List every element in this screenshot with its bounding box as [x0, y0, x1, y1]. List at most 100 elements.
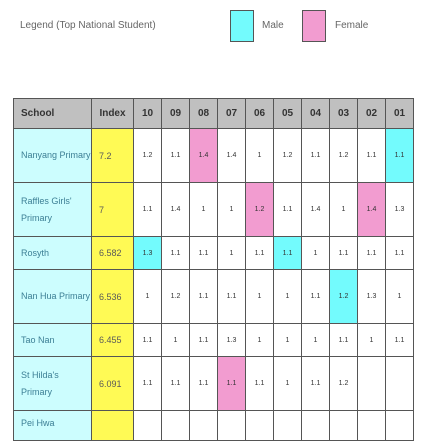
table-row: Pei Hwa [13, 410, 414, 441]
year-header: 02 [357, 98, 386, 129]
value-cell: 1 [273, 323, 302, 357]
value-cell: 1.1 [357, 128, 386, 183]
value-cell: 1.3 [385, 182, 414, 237]
top-male-value-cell: 1.2 [329, 269, 358, 324]
value-cell: 1.2 [329, 356, 358, 411]
table-row: Rosyth 6.582 1.3 1.1 1.1 1 1.1 1.1 1 1.1 1.1 1.1 [13, 236, 414, 270]
value-cell: 1.1 [133, 323, 162, 357]
table-row: Raffles Girls' Primary 7 1.1 1.4 1 1 1.2 1.1 1.4… [13, 182, 414, 237]
value-cell: 1.1 [189, 236, 218, 270]
value-cell: 1 [189, 182, 218, 237]
value-cell: 1.1 [133, 356, 162, 411]
top-female-value-cell: 1.1 [217, 356, 246, 411]
school-name-cell: Tao Nan [13, 323, 92, 357]
value-cell: 1.1 [329, 236, 358, 270]
value-cell: 1.2 [133, 128, 162, 183]
value-cell: 1.4 [161, 182, 190, 237]
value-cell: 1.2 [329, 128, 358, 183]
value-cell: 1 [217, 236, 246, 270]
year-header: 03 [329, 98, 358, 129]
value-cell: 1.1 [161, 128, 190, 183]
value-cell: 1 [273, 269, 302, 324]
value-cell: 1 [385, 269, 414, 324]
year-header: 09 [161, 98, 190, 129]
value-cell [189, 410, 218, 441]
value-cell [133, 410, 162, 441]
value-cell [357, 356, 386, 411]
value-cell [357, 410, 386, 441]
top-female-value-cell: 1.4 [357, 182, 386, 237]
year-header: 10 [133, 98, 162, 129]
year-header: 08 [189, 98, 218, 129]
index-cell: 6.582 [91, 236, 134, 270]
index-cell: 6.091 [91, 356, 134, 411]
value-cell: 1 [357, 323, 386, 357]
value-cell: 1.2 [273, 128, 302, 183]
year-header: 07 [217, 98, 246, 129]
value-cell: 1 [273, 356, 302, 411]
school-ranking-table: School Index 10 09 08 07 06 05 04 03 02 … [13, 98, 414, 441]
value-cell: 1.1 [161, 236, 190, 270]
value-cell: 1.1 [189, 269, 218, 324]
table-row: Tao Nan 6.455 1.1 1 1.1 1.3 1 1 1 1.1 1 1.1 [13, 323, 414, 357]
value-cell: 1.3 [217, 323, 246, 357]
value-cell: 1.1 [301, 269, 330, 324]
value-cell: 1 [301, 236, 330, 270]
value-cell: 1.1 [217, 269, 246, 324]
value-cell: 1 [245, 269, 274, 324]
index-cell: 7 [91, 182, 134, 237]
year-header: 01 [385, 98, 414, 129]
value-cell: 1 [161, 323, 190, 357]
value-cell [301, 410, 330, 441]
index-cell: 6.455 [91, 323, 134, 357]
value-cell: 1.1 [357, 236, 386, 270]
value-cell [329, 410, 358, 441]
index-cell [91, 410, 134, 441]
value-cell [245, 410, 274, 441]
value-cell: 1.1 [189, 323, 218, 357]
top-male-value-cell: 1.3 [133, 236, 162, 270]
school-name-cell: Nan Hua Primary [13, 269, 92, 324]
school-name-cell: Raffles Girls' Primary [13, 182, 92, 237]
value-cell [217, 410, 246, 441]
value-cell: 1 [245, 323, 274, 357]
value-cell: 1.1 [245, 356, 274, 411]
value-cell: 1 [329, 182, 358, 237]
value-cell: 1.1 [301, 128, 330, 183]
table-row: Nanyang Primary 7.2 1.2 1.1 1.4 1.4 1 1.2 1.1 1.2… [13, 128, 414, 183]
top-female-value-cell: 1.4 [189, 128, 218, 183]
value-cell [273, 410, 302, 441]
value-cell: 1.1 [385, 236, 414, 270]
school-name-cell: St Hilda's Primary [13, 356, 92, 411]
value-cell: 1.1 [161, 356, 190, 411]
male-label: Male [262, 20, 284, 31]
value-cell: 1.1 [273, 182, 302, 237]
school-name-cell: Nanyang Primary [13, 128, 92, 183]
school-name-cell: Pei Hwa [13, 410, 92, 441]
school-name-cell: Rosyth [13, 236, 92, 270]
top-male-value-cell: 1.1 [385, 128, 414, 183]
index-cell: 7.2 [91, 128, 134, 183]
male-swatch [230, 10, 254, 42]
value-cell [385, 356, 414, 411]
value-cell: 1 [133, 269, 162, 324]
value-cell: 1 [301, 323, 330, 357]
index-header: Index [91, 98, 134, 129]
value-cell: 1.2 [161, 269, 190, 324]
table-row: St Hilda's Primary 6.091 1.1 1.1 1.1 1.1 1.1 1 1… [13, 356, 414, 411]
year-header: 06 [245, 98, 274, 129]
value-cell: 1 [245, 128, 274, 183]
value-cell [161, 410, 190, 441]
legend: Legend (Top National Student) Male Femal… [0, 0, 430, 60]
value-cell: 1.1 [189, 356, 218, 411]
top-female-value-cell: 1.2 [245, 182, 274, 237]
header-row: School Index 10 09 08 07 06 05 04 03 02 … [13, 98, 414, 129]
value-cell: 1.1 [385, 323, 414, 357]
value-cell: 1.4 [301, 182, 330, 237]
value-cell: 1.4 [217, 128, 246, 183]
year-header: 05 [273, 98, 302, 129]
female-swatch [302, 10, 326, 42]
value-cell: 1.1 [301, 356, 330, 411]
index-cell: 6.536 [91, 269, 134, 324]
value-cell: 1.1 [329, 323, 358, 357]
